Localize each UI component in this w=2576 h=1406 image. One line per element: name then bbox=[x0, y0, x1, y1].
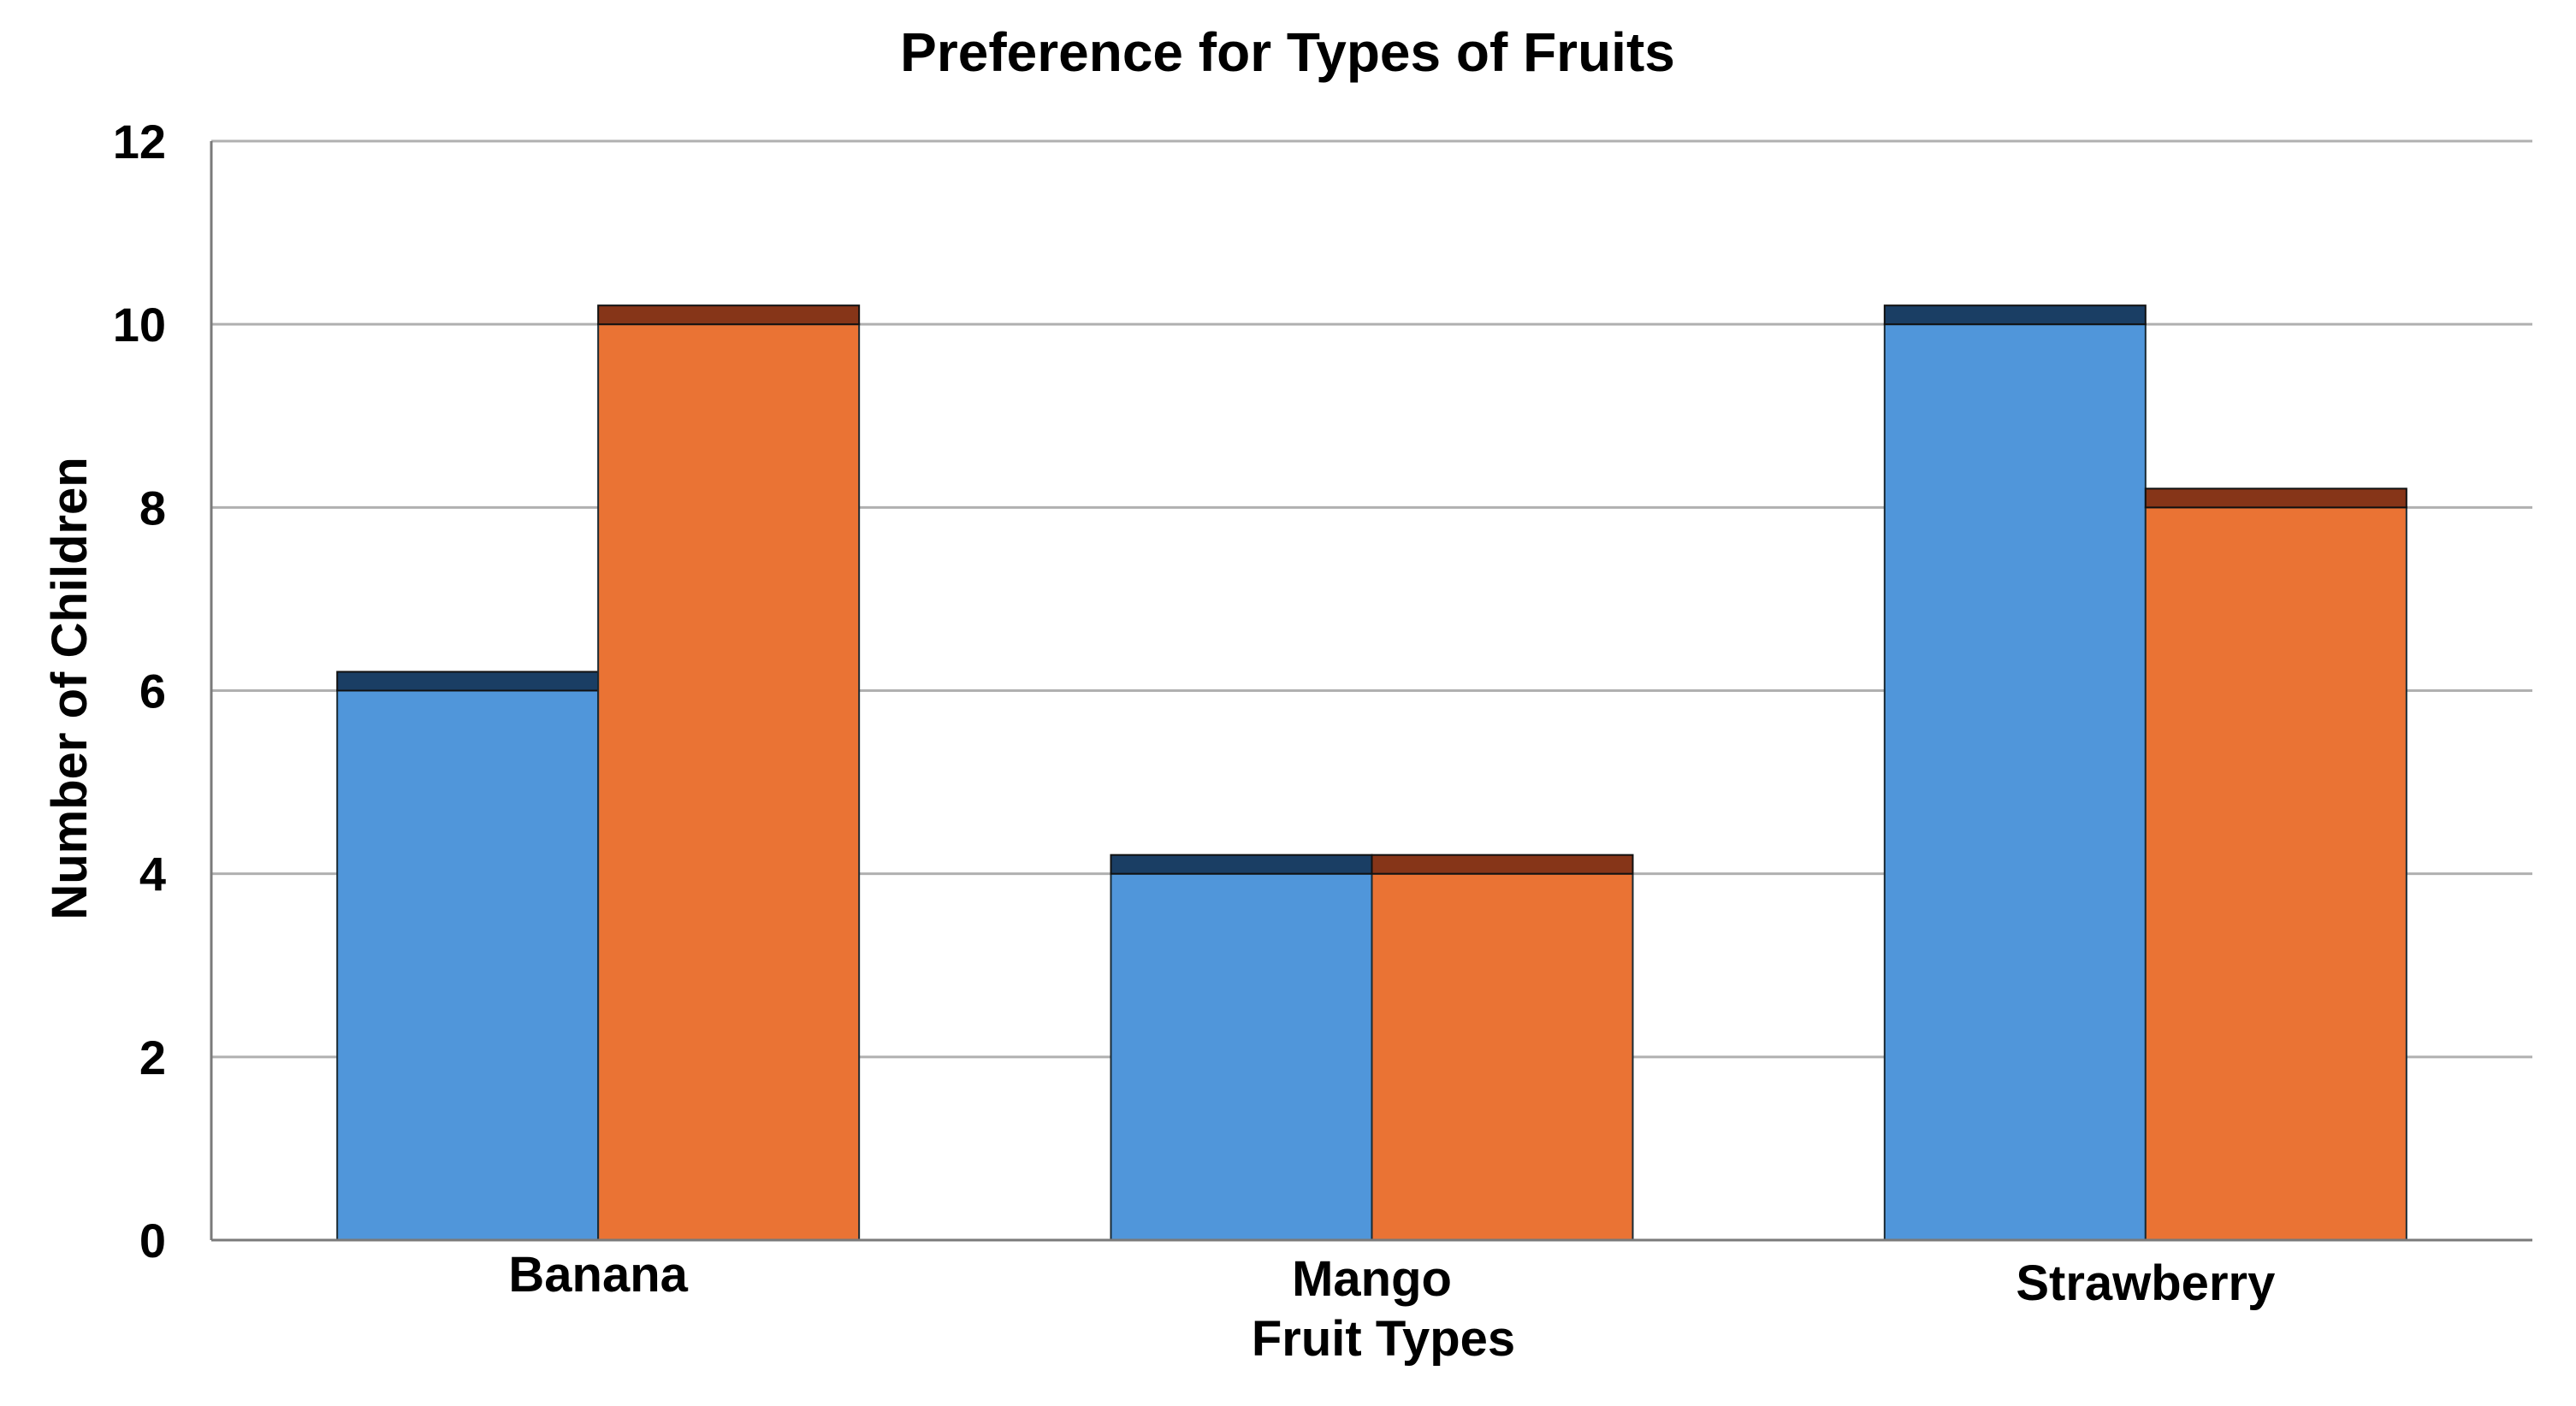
x-axis-title: Fruit Types bbox=[1252, 1311, 1515, 1367]
x-tick-label: Strawberry bbox=[2016, 1255, 2275, 1311]
y-tick-label: 12 bbox=[113, 115, 166, 168]
y-tick-label: 2 bbox=[139, 1031, 166, 1084]
bar-cap bbox=[2144, 487, 2407, 509]
bar bbox=[336, 689, 600, 1241]
bars bbox=[336, 304, 2407, 1242]
y-axis-title: Number of Children bbox=[42, 457, 98, 919]
bar bbox=[1110, 872, 1373, 1242]
y-tick-label: 10 bbox=[113, 298, 166, 352]
bar bbox=[1371, 872, 1634, 1242]
bar-cap bbox=[597, 304, 861, 326]
labels: Preference for Types of Fruits Fruit Typ… bbox=[42, 21, 2275, 1367]
bar bbox=[1883, 323, 2147, 1242]
x-tick-label: Mango bbox=[1292, 1251, 1452, 1307]
bar bbox=[2144, 506, 2407, 1241]
bar-cap bbox=[1883, 304, 2147, 326]
chart-title: Preference for Types of Fruits bbox=[900, 21, 1675, 83]
y-tick-label: 0 bbox=[139, 1214, 166, 1267]
y-tick-label: 6 bbox=[139, 665, 166, 718]
bar bbox=[597, 323, 861, 1242]
y-tick-label: 8 bbox=[139, 481, 166, 535]
y-tick-label: 4 bbox=[139, 848, 166, 901]
bar-cap bbox=[1110, 854, 1373, 875]
bar-cap bbox=[1371, 854, 1634, 875]
bar-cap bbox=[336, 671, 600, 692]
x-tick-label: Banana bbox=[508, 1247, 688, 1303]
axes bbox=[210, 141, 2532, 1242]
